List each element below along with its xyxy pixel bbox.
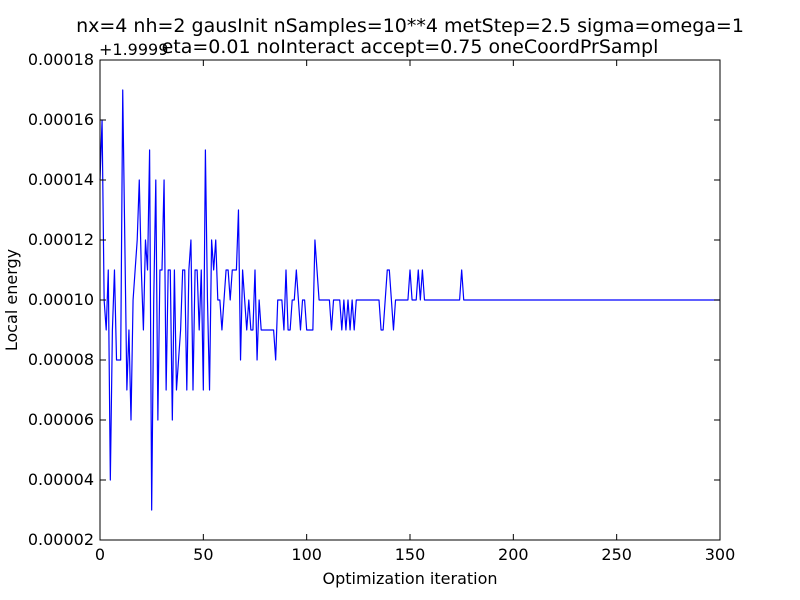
y-axis-label: Local energy <box>2 249 21 351</box>
y-tick-label: 0.00010 <box>28 290 94 309</box>
x-tick-label: 300 <box>705 545 736 564</box>
chart-subtitle: eta=0.01 noInteract accept=0.75 oneCoord… <box>162 36 659 58</box>
y-tick-label: 0.00008 <box>28 350 94 369</box>
x-tick-label: 200 <box>498 545 529 564</box>
x-tick-label: 150 <box>395 545 426 564</box>
y-tick-label: 0.00012 <box>28 230 94 249</box>
chart-title: nx=4 nh=2 gausInit nSamples=10**4 metSte… <box>76 15 744 37</box>
x-axis-label: Optimization iteration <box>322 569 497 588</box>
plot-area <box>99 89 720 511</box>
y-offset-label: +1.9999 <box>99 40 168 59</box>
x-tick-label: 250 <box>601 545 632 564</box>
y-tick-label: 0.00004 <box>28 470 94 489</box>
y-tick-label: 0.00018 <box>28 50 94 69</box>
y-tick-label: 0.00006 <box>28 410 94 429</box>
y-axis: 0.00002 0.00004 0.00006 0.00008 0.00010 0.000… <box>28 50 720 549</box>
x-tick-label: 0 <box>95 545 105 564</box>
series-line-0 <box>99 89 720 511</box>
x-tick-label: 100 <box>291 545 322 564</box>
y-tick-label: 0.00002 <box>28 530 94 549</box>
y-tick-label: 0.00016 <box>28 110 94 129</box>
x-axis: 0 50 100 150 200 250 300 <box>95 60 735 564</box>
y-tick-label: 0.00014 <box>28 170 94 189</box>
x-tick-label: 50 <box>193 545 213 564</box>
